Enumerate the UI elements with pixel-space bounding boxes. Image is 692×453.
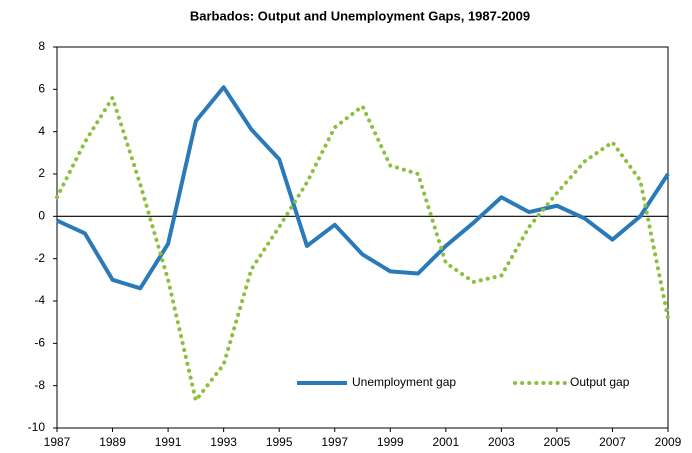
x-tick-label: 1993	[210, 435, 237, 449]
y-tick-label: -8	[34, 378, 45, 392]
y-tick-label: -4	[34, 293, 45, 307]
x-tick-label: 1995	[266, 435, 293, 449]
legend-label: Unemployment gap	[352, 375, 456, 389]
y-tick-label: 2	[38, 166, 45, 180]
x-tick-label: 1991	[155, 435, 182, 449]
x-tick-label: 1987	[44, 435, 71, 449]
y-tick-label: 6	[38, 82, 45, 96]
y-tick-label: 4	[38, 124, 45, 138]
plot-frame	[56, 46, 669, 429]
series-line	[56, 85, 670, 291]
y-tick-label: 0	[38, 209, 45, 223]
x-tick-label: 1989	[99, 435, 126, 449]
x-tick-label: 1997	[321, 435, 348, 449]
x-tick-label: 2005	[544, 435, 571, 449]
x-tick-label: 2003	[488, 435, 515, 449]
x-tick-label: 2009	[655, 435, 682, 449]
series-line	[55, 95, 670, 403]
x-tick-label: 2001	[432, 435, 459, 449]
y-tick-label: 8	[38, 39, 45, 53]
x-tick-label: 2007	[599, 435, 626, 449]
y-tick-label: -6	[34, 336, 45, 350]
y-tick-label: -2	[34, 251, 45, 265]
legend-label: Output gap	[570, 375, 630, 389]
x-tick-label: 1999	[377, 435, 404, 449]
chart-title: Barbados: Output and Unemployment Gaps, …	[190, 8, 530, 23]
y-tick-label: -10	[28, 420, 46, 434]
